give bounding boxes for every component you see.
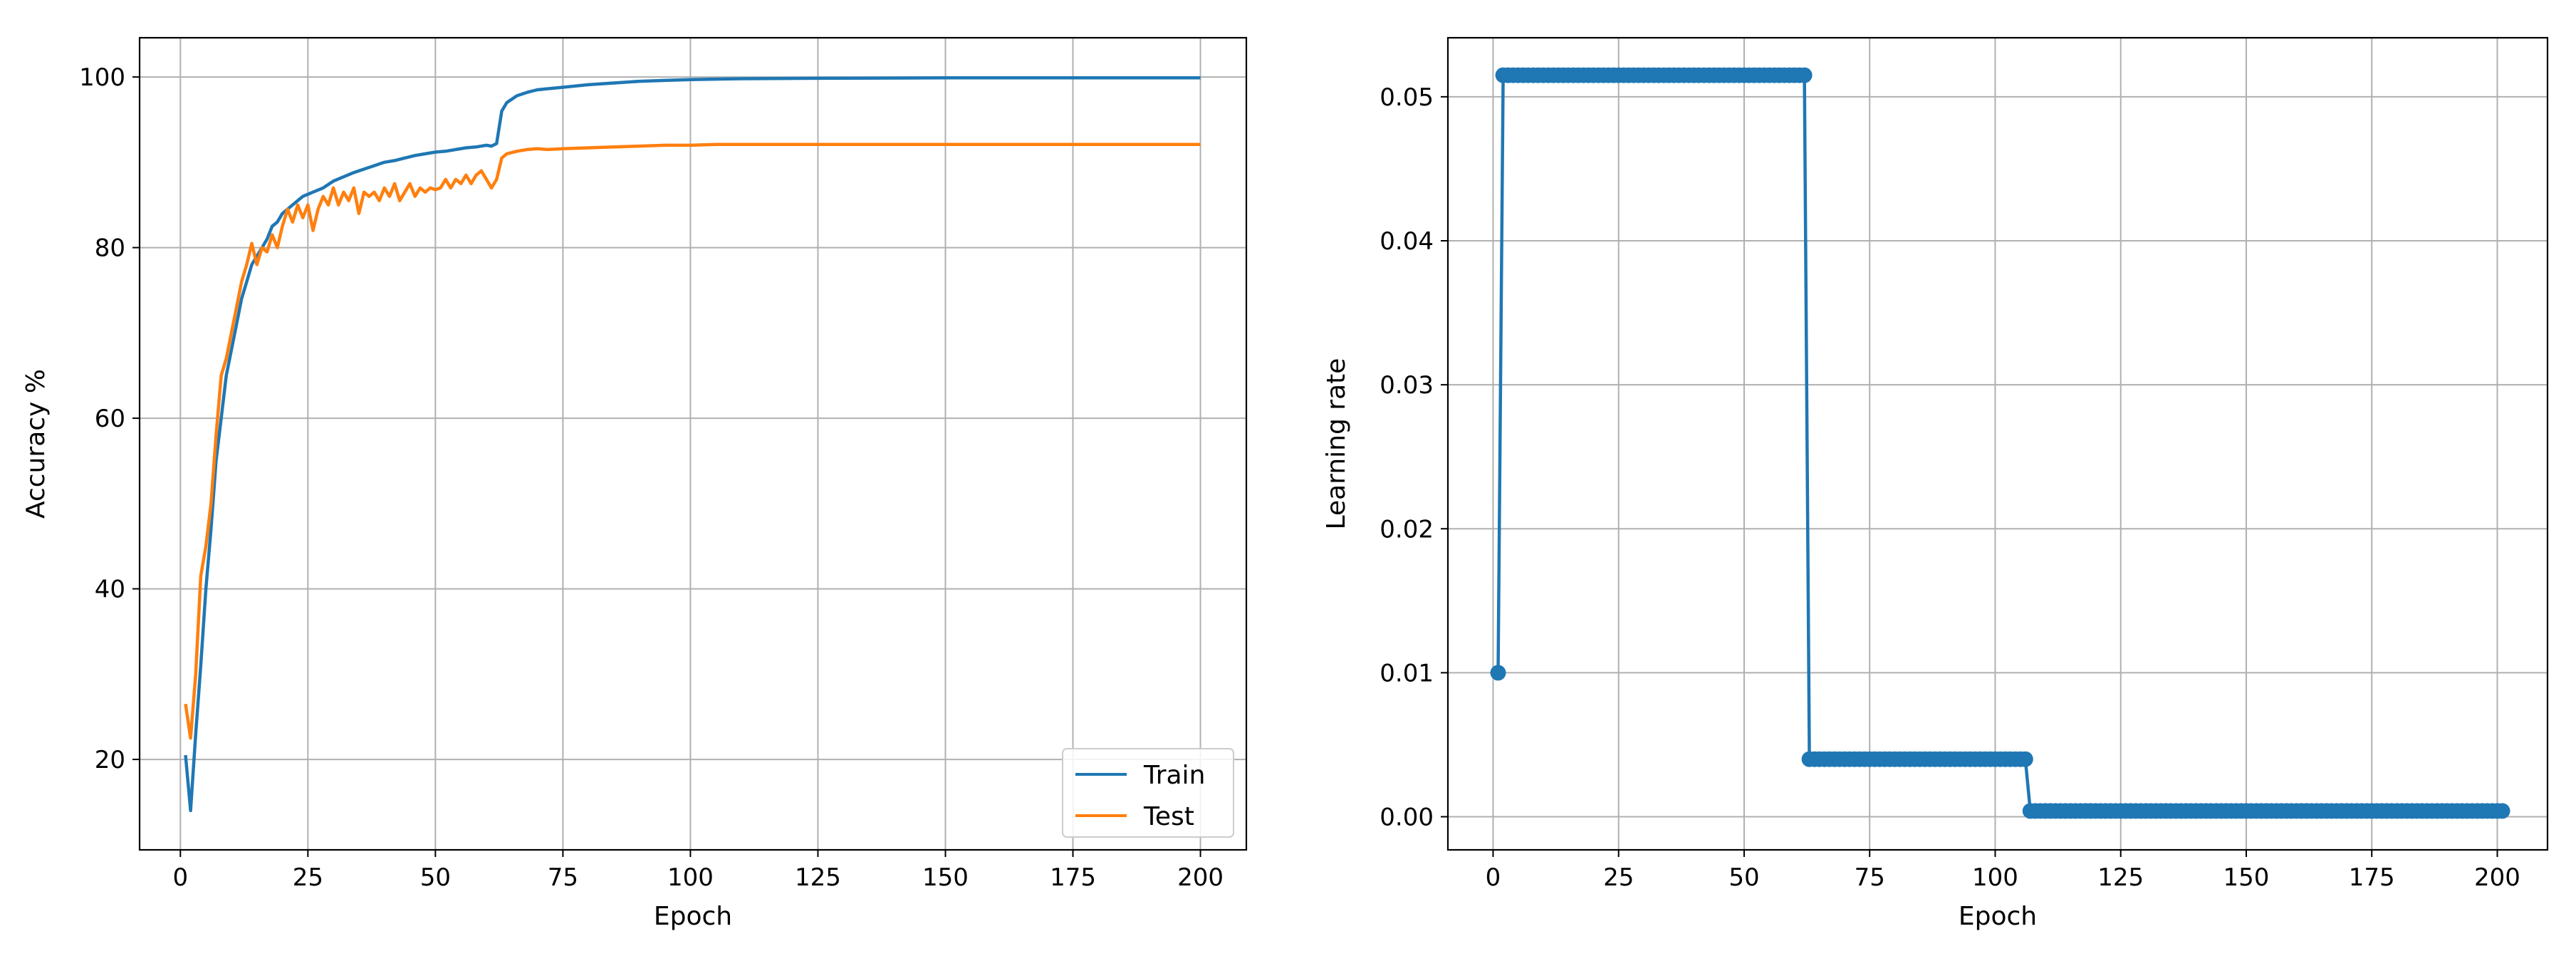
x-tick-label: 125 xyxy=(795,863,841,892)
y-tick-label: 0.01 xyxy=(1380,659,1434,687)
y-tick-label: 0.03 xyxy=(1380,371,1434,400)
learning-rate-series xyxy=(1490,67,2510,819)
data-point xyxy=(2494,803,2510,819)
accuracy-plot-frame xyxy=(138,36,1248,851)
learning-rate-y-axis-label: Learning rate xyxy=(1322,358,1351,530)
series-line-train xyxy=(184,76,1201,813)
accuracy-ticks: 0 25 50 75 100 125 150 175 200 20 40 60 80 100 xyxy=(79,63,1224,892)
x-tick-label: 200 xyxy=(2474,863,2520,892)
x-tick-label: 100 xyxy=(667,863,714,892)
x-tick-label: 0 xyxy=(172,863,188,892)
learning-rate-chart: 0 25 50 75 100 125 150 175 200 0.00 0.01 0.02 0.03 0.… xyxy=(1322,36,2549,931)
x-tick-label: 25 xyxy=(293,863,323,892)
data-point xyxy=(1490,665,1506,681)
y-tick-label: 40 xyxy=(95,576,125,604)
x-tick-label: 150 xyxy=(2223,863,2270,892)
x-tick-label: 175 xyxy=(1050,863,1096,892)
y-tick-label: 20 xyxy=(95,746,125,774)
y-tick-label: 60 xyxy=(95,405,125,433)
x-tick-label: 0 xyxy=(1486,863,1501,892)
learning-rate-ticks: 0 25 50 75 100 125 150 175 200 0.00 0.01 0.02 0.03 0.… xyxy=(1380,83,2520,892)
y-tick-label: 100 xyxy=(79,63,125,92)
accuracy-grid xyxy=(140,38,1246,850)
y-tick-label: 0.00 xyxy=(1380,804,1434,832)
y-tick-label: 0.04 xyxy=(1380,227,1434,256)
learning-rate-grid xyxy=(1448,38,2548,850)
data-point xyxy=(1796,67,1813,83)
data-point xyxy=(2017,751,2033,767)
x-tick-label: 175 xyxy=(2349,863,2395,892)
x-tick-label: 200 xyxy=(1177,863,1224,892)
y-tick-label: 0.02 xyxy=(1380,515,1434,544)
y-tick-label: 80 xyxy=(95,234,125,263)
x-tick-label: 125 xyxy=(2097,863,2144,892)
accuracy-legend: Train Test xyxy=(1062,748,1234,838)
legend-test-label: Test xyxy=(1143,802,1194,831)
learning-rate-plot-frame xyxy=(1446,36,2549,851)
x-tick-label: 50 xyxy=(1728,863,1759,892)
series-line-test xyxy=(184,142,1201,740)
learning-rate-x-axis-label: Epoch xyxy=(1959,902,2037,931)
y-tick-label: 0.05 xyxy=(1380,83,1434,112)
x-tick-label: 50 xyxy=(420,863,451,892)
x-tick-label: 25 xyxy=(1603,863,1634,892)
accuracy-y-axis-label: Accuracy % xyxy=(21,369,51,519)
x-tick-label: 100 xyxy=(1972,863,2018,892)
accuracy-series xyxy=(184,76,1201,813)
accuracy-x-axis-label: Epoch xyxy=(654,902,732,931)
legend-train-label: Train xyxy=(1143,761,1205,790)
x-tick-label: 150 xyxy=(922,863,969,892)
series-line xyxy=(1496,73,2503,813)
x-tick-label: 75 xyxy=(548,863,578,892)
x-tick-label: 75 xyxy=(1855,863,1885,892)
